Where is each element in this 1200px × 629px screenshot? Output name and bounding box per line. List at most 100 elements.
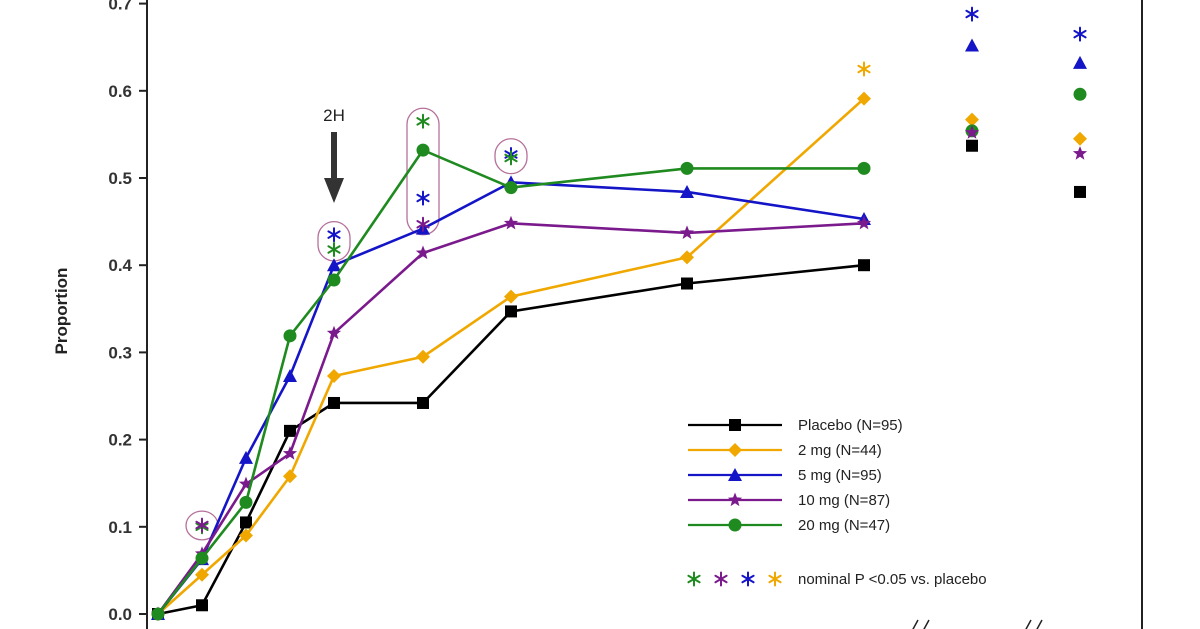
extra-point — [965, 38, 979, 52]
data-point — [326, 325, 342, 340]
data-point — [856, 215, 872, 230]
data-point — [284, 424, 296, 437]
series-square — [152, 259, 870, 620]
extra-point — [1073, 87, 1087, 101]
y-tick-label: 0.2 — [108, 431, 132, 450]
data-point — [239, 495, 253, 509]
legend-entry: 20 mg (N=47) — [688, 517, 890, 534]
legend-entry: Placebo (N=95) — [688, 417, 903, 434]
y-ticks: 0.0 0.1 0.2 0.3 0.4 0.5 0.6 0.7 — [108, 0, 147, 624]
y-tick-label: 0.7 — [108, 0, 132, 14]
extra-point — [965, 112, 979, 127]
legend-entry: 10 mg (N=87) — [688, 492, 890, 509]
data-point — [239, 528, 253, 543]
significance-asterisk — [327, 242, 341, 257]
data-point — [238, 476, 254, 491]
series-line — [156, 222, 865, 615]
legend: Placebo (N=95) 2 mg (N=44) 5 mg (N=95) 10 m… — [687, 417, 987, 588]
data-point — [504, 289, 518, 304]
y-tick-label: 0.3 — [108, 343, 132, 362]
data-point — [283, 329, 297, 343]
y-tick-label: 0.4 — [108, 256, 132, 275]
data-point — [415, 245, 431, 260]
legend-marker — [728, 518, 742, 532]
data-point — [327, 273, 341, 287]
data-point — [504, 181, 518, 195]
annotation-2h: 2H — [323, 106, 345, 203]
asterisk-stroke — [416, 220, 430, 229]
significance-asterisk — [857, 61, 871, 77]
legend-asterisk — [741, 571, 755, 587]
extra-significance-asterisk — [965, 6, 979, 22]
significance-asterisk — [416, 190, 430, 206]
data-point — [283, 368, 297, 382]
legend-significance-label: nominal P <0.05 vs. placebo — [798, 571, 987, 588]
data-point — [681, 277, 693, 290]
legend-asterisk — [714, 571, 728, 587]
series-triangle — [151, 175, 871, 620]
legend-marker — [728, 443, 742, 457]
significance-asterisk — [416, 216, 430, 232]
data-point — [195, 551, 209, 565]
legend-asterisk — [768, 571, 782, 587]
legend-entry: 2 mg (N=44) — [688, 442, 882, 459]
data-point — [679, 225, 695, 239]
asterisk-stroke — [687, 574, 701, 584]
asterisk-stroke — [416, 117, 430, 126]
legend-marker — [727, 492, 743, 507]
asterisk-stroke — [714, 574, 728, 584]
data-point — [416, 143, 430, 157]
extra-groups — [964, 6, 1088, 198]
asterisk-stroke — [195, 520, 209, 530]
y-tick-label: 0.1 — [108, 518, 132, 537]
y-tick-label: 0.0 — [108, 605, 132, 624]
asterisk-stroke — [1073, 29, 1087, 39]
legend-label: 2 mg (N=44) — [798, 442, 882, 459]
data-point — [327, 368, 341, 383]
data-point — [857, 91, 871, 106]
asterisk-stroke — [857, 64, 871, 74]
data-point — [416, 349, 430, 364]
extra-point — [964, 125, 980, 139]
significance-asterisk — [504, 150, 518, 166]
annotation-arrow-head — [324, 178, 344, 203]
data-point — [196, 599, 208, 612]
legend-marker — [728, 468, 742, 481]
extra-point — [1072, 146, 1088, 160]
series-circle — [151, 143, 871, 621]
series-line — [156, 181, 865, 615]
data-point — [503, 215, 519, 230]
data-point — [680, 184, 694, 198]
extra-group-2 — [1072, 26, 1088, 198]
extra-point — [966, 139, 978, 152]
legend-label: 5 mg (N=95) — [798, 467, 882, 484]
legend-asterisk — [687, 571, 701, 587]
data-point — [327, 258, 341, 272]
annotation-label: 2H — [323, 106, 345, 125]
significance-markers — [195, 61, 871, 535]
extra-significance-asterisk — [1073, 26, 1087, 42]
data-point — [151, 607, 165, 621]
legend-label: 20 mg (N=47) — [798, 517, 890, 534]
data-point — [283, 469, 297, 484]
data-point — [282, 446, 298, 460]
data-point — [239, 450, 253, 464]
asterisk-stroke — [327, 245, 341, 254]
legend-significance: nominal P <0.05 vs. placebo — [687, 571, 987, 588]
significance-asterisk — [327, 227, 341, 243]
legend-entry: 5 mg (N=95) — [688, 467, 882, 484]
data-point — [417, 396, 429, 409]
data-point — [328, 396, 340, 409]
data-point — [680, 161, 694, 175]
data-point — [857, 161, 871, 175]
legend-label: 10 mg (N=87) — [798, 492, 890, 509]
significance-asterisk — [416, 113, 430, 129]
significance-asterisk — [195, 517, 209, 533]
asterisk-stroke — [965, 9, 979, 19]
legend-label: Placebo (N=95) — [798, 417, 903, 434]
asterisk-stroke — [504, 153, 518, 163]
y-axis-label: Proportion — [52, 268, 71, 355]
data-point — [858, 259, 870, 272]
asterisk-stroke — [741, 574, 755, 584]
